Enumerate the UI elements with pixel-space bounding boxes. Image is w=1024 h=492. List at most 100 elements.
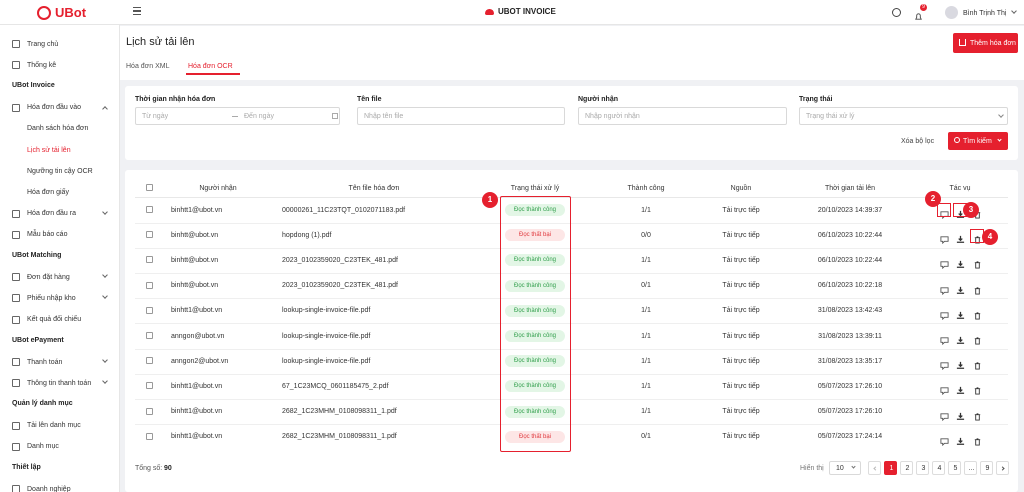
retry-icon[interactable] — [940, 332, 949, 350]
page-button[interactable]: 2 — [900, 461, 913, 475]
sidebar-item[interactable]: Tải lên danh mục — [27, 422, 81, 430]
retry-icon[interactable] — [940, 357, 949, 375]
row-checkbox[interactable] — [146, 332, 153, 339]
upload-time: 20/10/2023 14:39:37 — [817, 206, 883, 214]
sidebar-subitem[interactable]: Ngưỡng tin cậy OCR — [27, 167, 93, 175]
row-checkbox[interactable] — [146, 281, 153, 289]
download-icon[interactable] — [956, 408, 965, 426]
retry-icon[interactable] — [940, 382, 949, 400]
filter-input[interactable]: Từ ngày Đến ngày — [135, 107, 340, 125]
sidebar-item[interactable]: Hóa đơn đầu ra — [27, 210, 76, 218]
file-name[interactable]: 2023_0102359020_C23TEK_481.pdf — [282, 256, 398, 264]
retry-icon[interactable] — [940, 231, 949, 249]
download-icon[interactable] — [956, 357, 965, 375]
sidebar-item[interactable]: Kết quả đối chiếu — [27, 316, 82, 324]
avatar[interactable] — [945, 6, 958, 19]
delete-icon[interactable] — [973, 408, 982, 426]
user-name[interactable]: Bình Trịnh Thị — [963, 10, 1007, 17]
retry-icon[interactable] — [940, 256, 949, 274]
sidebar-item[interactable]: Hóa đơn đầu vào — [27, 104, 82, 112]
sidebar-icon — [12, 485, 20, 492]
sidebar-item[interactable]: Danh mục — [27, 443, 59, 451]
page-button[interactable]: 5 — [948, 461, 961, 475]
filter-label: Tên file — [357, 96, 382, 103]
bell-icon[interactable] — [914, 8, 923, 26]
file-name[interactable]: 2023_0102359020_C23TEK_481.pdf — [282, 282, 398, 290]
prev-page[interactable] — [868, 461, 881, 475]
sidebar-item[interactable]: Đơn đặt hàng — [27, 273, 70, 281]
tab[interactable]: Hóa đơn OCR — [188, 63, 233, 70]
row-checkbox[interactable] — [146, 382, 153, 390]
menu-icon[interactable] — [133, 7, 141, 15]
download-icon[interactable] — [956, 433, 965, 451]
delete-icon[interactable] — [973, 231, 982, 249]
download-icon[interactable] — [956, 307, 965, 325]
filter-input[interactable]: Nhập tên file — [357, 107, 565, 125]
retry-icon[interactable] — [940, 433, 949, 451]
download-icon[interactable] — [956, 256, 965, 274]
row-checkbox[interactable] — [146, 306, 153, 314]
file-name[interactable]: 00000261_11C23TQT_0102071183.pdf — [282, 206, 406, 214]
download-icon[interactable] — [956, 206, 965, 224]
delete-icon[interactable] — [973, 282, 982, 300]
row-checkbox[interactable] — [146, 206, 153, 213]
upload-time: 06/10/2023 10:22:18 — [817, 282, 883, 290]
file-name[interactable]: lookup-single-invoice-file.pdf — [282, 357, 371, 365]
sidebar-subitem[interactable]: Lịch sử tải lên — [27, 146, 71, 154]
filter-input[interactable]: Nhập người nhận — [578, 107, 787, 125]
file-name[interactable]: lookup-single-invoice-file.pdf — [282, 332, 371, 340]
search-button[interactable]: Tìm kiếm — [948, 132, 1008, 150]
download-icon[interactable] — [956, 282, 965, 300]
column-header: Tác vụ — [949, 185, 971, 192]
page-button[interactable]: 4 — [932, 461, 945, 475]
sidebar-item[interactable]: Doanh nghiệp — [27, 485, 71, 492]
download-icon[interactable] — [956, 231, 965, 249]
download-icon-glyph — [956, 362, 965, 370]
file-name[interactable]: 2682_1C23MHM_0108098311_1.pdf — [282, 408, 397, 416]
select-caret — [998, 112, 1004, 118]
upload-time: 05/07/2023 17:26:10 — [817, 382, 883, 390]
help-icon[interactable] — [892, 8, 901, 17]
row-checkbox[interactable] — [146, 256, 153, 264]
sidebar-item[interactable]: Thống kê — [27, 61, 57, 69]
row-divider — [135, 298, 1008, 300]
delete-icon[interactable] — [973, 382, 982, 400]
sidebar-item[interactable]: Trang chủ — [27, 40, 59, 48]
retry-icon[interactable] — [940, 282, 949, 300]
retry-icon[interactable] — [940, 307, 949, 325]
row-checkbox[interactable] — [146, 432, 153, 440]
sidebar-item[interactable]: Mẫu báo cáo — [27, 231, 68, 239]
page-button[interactable]: 3 — [916, 461, 929, 475]
sidebar-subitem[interactable]: Danh sách hóa đơn — [27, 125, 89, 133]
sidebar-item[interactable]: Phiếu nhập kho — [27, 294, 76, 302]
row-checkbox[interactable] — [146, 231, 153, 239]
file-name[interactable]: 67_1C23MCQ_0601185475_2.pdf — [282, 382, 389, 390]
next-page[interactable] — [996, 461, 1009, 475]
sidebar-item[interactable]: Thông tin thanh toán — [27, 379, 92, 387]
download-icon[interactable] — [956, 382, 965, 400]
delete-icon[interactable] — [973, 433, 982, 451]
delete-icon[interactable] — [973, 332, 982, 350]
add-invoice-button[interactable]: Thêm hóa đơn — [953, 33, 1018, 53]
page-button[interactable]: 9 — [980, 461, 993, 475]
row-checkbox[interactable] — [146, 407, 153, 415]
tab[interactable]: Hóa đơn XML — [126, 63, 170, 70]
delete-icon[interactable] — [973, 357, 982, 375]
retry-icon[interactable] — [940, 408, 949, 426]
file-name[interactable]: lookup-single-invoice-file.pdf — [282, 307, 371, 315]
page-size-select[interactable]: 10 — [829, 461, 861, 475]
sidebar-subitem[interactable]: Hóa đơn giấy — [27, 188, 69, 196]
delete-icon[interactable] — [973, 307, 982, 325]
download-icon-glyph — [956, 261, 965, 269]
filter-input[interactable]: Trạng thái xử lý — [799, 107, 1008, 125]
sidebar-item[interactable]: Thanh toán — [27, 358, 63, 366]
file-name[interactable]: 2682_1C23MHM_0108098311_1.pdf — [282, 433, 397, 441]
row-checkbox[interactable] — [146, 357, 153, 365]
page-button[interactable]: ... — [964, 461, 977, 475]
delete-icon[interactable] — [973, 256, 982, 274]
clear-filter[interactable]: Xóa bộ lọc — [901, 138, 935, 145]
file-name[interactable]: hopdong (1).pdf — [282, 231, 332, 239]
header-checkbox[interactable] — [146, 184, 153, 191]
download-icon[interactable] — [956, 332, 965, 350]
page-button[interactable]: 1 — [884, 461, 897, 475]
